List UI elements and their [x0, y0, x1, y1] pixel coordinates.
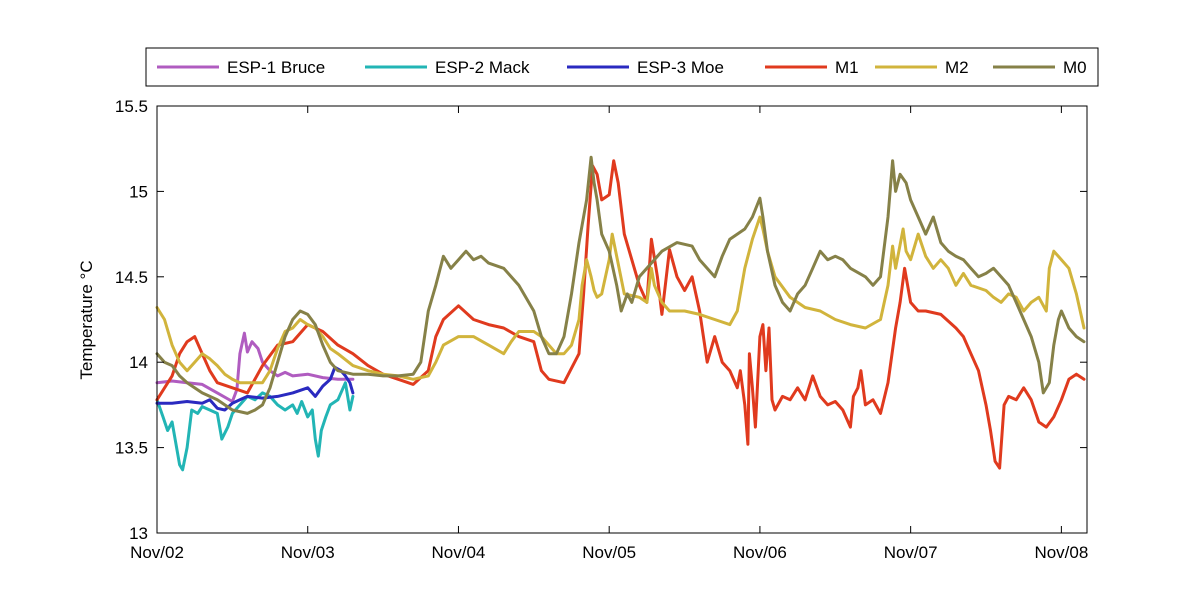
series-line-esp-1-bruce [155, 331, 355, 403]
legend-item-m1: M1 [765, 58, 859, 77]
y-axis: 13 13.5 14 14.5 15 15.5 [115, 97, 1087, 543]
x-axis: Nov/02 Nov/03 Nov/04 Nov/05 Nov/06 Nov/07 Nov/… [130, 106, 1088, 562]
legend-label: ESP-1 Bruce [227, 58, 325, 77]
legend-item-esp-3-moe: ESP-3 Moe [567, 58, 724, 77]
y-tick-label: 15.5 [115, 97, 148, 116]
x-tick-label: Nov/08 [1034, 543, 1088, 562]
legend-label: ESP-3 Moe [637, 58, 724, 77]
legend-label: M0 [1063, 58, 1087, 77]
legend-item-esp-2-mack: ESP-2 Mack [365, 58, 530, 77]
legend-item-esp-1-bruce: ESP-1 Bruce [157, 58, 325, 77]
series-layer [155, 155, 1086, 472]
series-line-m0 [155, 155, 1086, 415]
legend-label: M2 [945, 58, 969, 77]
y-tick-label: 13 [129, 524, 148, 543]
x-tick-label: Nov/07 [884, 543, 938, 562]
x-tick-label: Nov/05 [582, 543, 636, 562]
series-line-esp-2-mack [155, 381, 355, 472]
x-tick-label: Nov/03 [281, 543, 335, 562]
legend: ESP-1 Bruce ESP-2 Mack ESP-3 Moe M1 M2 M0 [145, 47, 1099, 87]
legend-item-m0: M0 [993, 58, 1087, 77]
y-axis-title: Temperature °C [77, 260, 96, 379]
y-tick-label: 13.5 [115, 439, 148, 458]
y-tick-label: 15 [129, 182, 148, 201]
series-line-m2 [155, 215, 1086, 385]
series-line-m1 [155, 159, 1086, 470]
plot-border [156, 105, 1088, 534]
legend-label: M1 [835, 58, 859, 77]
x-tick-label: Nov/02 [130, 543, 184, 562]
legend-item-m2: M2 [875, 58, 969, 77]
x-tick-label: Nov/04 [432, 543, 486, 562]
y-tick-label: 14 [129, 353, 148, 372]
y-tick-label: 14.5 [115, 268, 148, 287]
legend-label: ESP-2 Mack [435, 58, 530, 77]
plot-area: Nov/02 Nov/03 Nov/04 Nov/05 Nov/06 Nov/07 Nov/… [115, 97, 1088, 562]
x-tick-label: Nov/06 [733, 543, 787, 562]
